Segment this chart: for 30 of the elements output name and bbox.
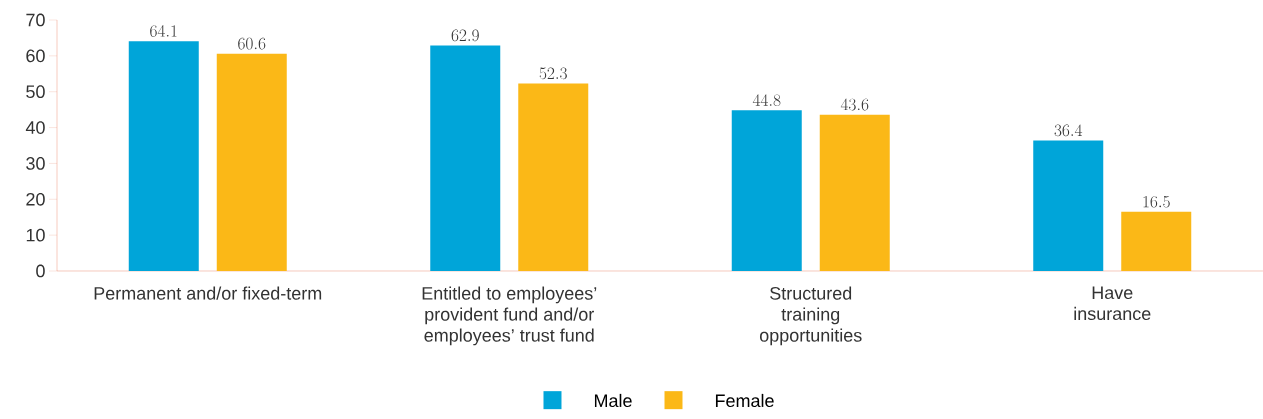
bar <box>1033 140 1104 271</box>
y-tick-label: 40 <box>25 121 45 134</box>
data-label: 52.3 <box>539 67 567 80</box>
y-tick-label: 10 <box>26 228 45 242</box>
data-label: 60.6 <box>238 37 266 50</box>
y-tick-label: 0 <box>36 264 45 278</box>
bar <box>1121 211 1192 271</box>
x-tick-label: Permanent and/or fixed-term <box>94 286 322 300</box>
bar <box>430 45 501 271</box>
data-label: 64. 1 <box>150 25 177 37</box>
data-label: 62.9 <box>451 29 479 42</box>
bar <box>128 41 199 271</box>
x-tick-label: Entitled to employees’ provident fund and/or employees’ trust fund <box>422 286 597 346</box>
bar <box>518 83 589 271</box>
y-tick-label: 30 <box>26 157 45 170</box>
legend-label: Female <box>715 393 774 408</box>
y-tick-label: 60 <box>26 49 45 63</box>
data-label: 36.4 <box>1054 124 1083 137</box>
bar <box>819 114 890 271</box>
bar <box>216 53 287 271</box>
legend-label: Male <box>594 393 632 408</box>
y-tick-label: 70 <box>26 13 45 27</box>
y-tick-label: 50 <box>26 85 45 99</box>
y-tick-label: 20 <box>26 192 45 206</box>
x-tick-label: Structured training opportunities <box>759 286 862 346</box>
data-label: 43.6 <box>840 98 869 111</box>
bar <box>731 110 802 271</box>
data-label: 16.5 <box>1143 195 1170 208</box>
x-tick-label: Have insurance <box>1074 286 1151 321</box>
data-label: 44.8 <box>752 94 781 107</box>
